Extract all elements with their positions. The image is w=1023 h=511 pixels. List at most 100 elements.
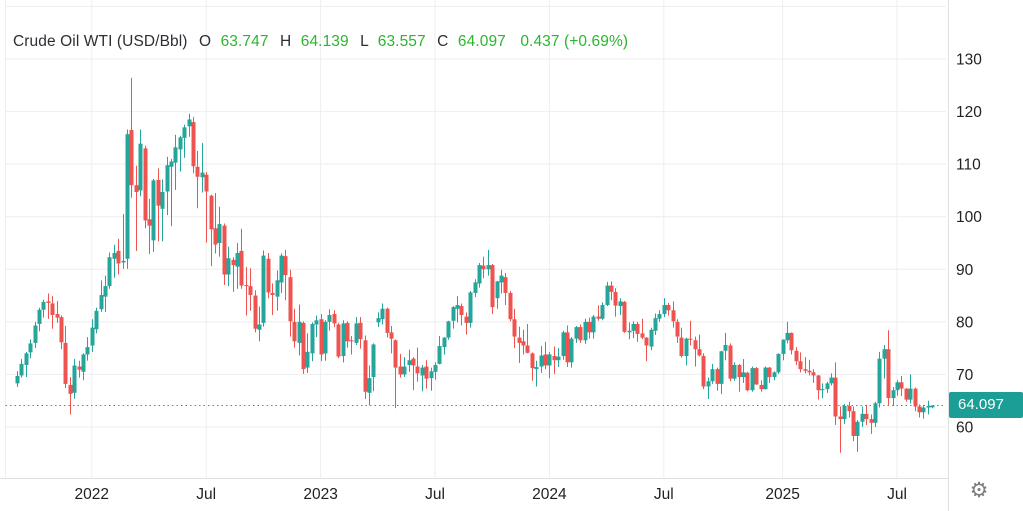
candle-body <box>710 369 715 382</box>
candle-up <box>473 279 478 298</box>
candle-body <box>363 340 368 392</box>
candle-down <box>209 194 214 267</box>
candle-body <box>627 330 632 333</box>
candle-body <box>530 353 535 369</box>
candle-down <box>640 318 645 340</box>
candle-up <box>151 178 156 252</box>
candle-down <box>59 315 64 350</box>
candle-up <box>380 303 385 325</box>
candle-down <box>464 312 469 335</box>
candle-body <box>486 265 491 270</box>
candle-up <box>354 317 359 345</box>
candle-body <box>609 285 614 292</box>
candle-body <box>72 365 77 393</box>
candle-up <box>433 362 438 380</box>
candle-down <box>363 335 368 400</box>
candle-up <box>451 306 456 329</box>
candle-up <box>257 306 262 342</box>
candle-down <box>635 321 640 342</box>
candle-up <box>37 307 42 332</box>
candle-body <box>310 323 315 354</box>
candle-up <box>85 337 90 361</box>
candle-down <box>609 281 614 301</box>
candle-body <box>451 307 456 321</box>
candle-body <box>565 332 570 363</box>
candle-up <box>772 371 777 381</box>
candle-body <box>327 315 332 322</box>
candle-down <box>147 198 152 255</box>
candle-body <box>882 349 887 359</box>
candle-body <box>37 309 42 324</box>
candle-up <box>547 351 552 379</box>
candle-body <box>151 180 156 241</box>
candle-body <box>517 337 522 343</box>
candle-body <box>899 382 904 389</box>
candle-up <box>297 304 302 356</box>
candle-body <box>191 122 196 167</box>
candle-down <box>666 302 671 316</box>
candle-body <box>429 371 434 379</box>
candle-down <box>565 325 570 368</box>
candle-up <box>103 275 108 312</box>
candle-body <box>798 361 803 370</box>
candle-body <box>495 281 500 299</box>
candle-up <box>741 359 746 383</box>
candle-down <box>671 301 676 328</box>
candle-up <box>429 367 434 391</box>
candle-up <box>442 337 447 355</box>
candle-body <box>855 421 860 436</box>
candle-body <box>644 337 649 346</box>
candle-up <box>908 374 913 404</box>
candle-down <box>283 249 288 301</box>
settings-gear-icon[interactable]: ⚙ <box>969 479 989 502</box>
candle-body <box>653 318 658 331</box>
candle-down <box>913 387 918 412</box>
candle-body <box>921 407 926 413</box>
candle-body <box>759 384 764 390</box>
candle-body <box>99 295 104 310</box>
candle-body <box>666 305 671 311</box>
candle-up <box>860 406 865 427</box>
candle-up <box>279 253 284 293</box>
candle-up <box>719 350 724 394</box>
candle-body <box>393 340 398 368</box>
candle-body <box>671 310 676 322</box>
candle-down <box>552 346 557 374</box>
candle-down <box>693 336 698 367</box>
candle-down <box>833 362 838 425</box>
candle-body <box>657 313 662 319</box>
candle-down <box>424 360 429 389</box>
candle-down <box>292 308 297 348</box>
candle-body <box>477 265 482 284</box>
candle-up <box>895 380 900 396</box>
candle-body <box>596 316 601 319</box>
candle-body <box>459 306 464 316</box>
candle-body <box>816 375 821 391</box>
candle-body <box>19 363 24 376</box>
candle-up <box>653 313 658 335</box>
candle-body <box>116 250 121 264</box>
candle-body <box>121 260 126 263</box>
candle-body <box>415 366 420 374</box>
y-axis-label: 80 <box>956 314 974 331</box>
candle-up <box>327 309 332 331</box>
candle-down <box>803 357 808 374</box>
candle-body <box>578 327 583 341</box>
candle-body <box>763 367 768 390</box>
candle-body <box>156 179 161 206</box>
candle-up <box>785 321 790 344</box>
candle-up <box>173 134 178 190</box>
candle-body <box>385 308 390 333</box>
x-axis-label: Jul <box>425 486 445 503</box>
candle-down <box>389 326 394 354</box>
candle-up <box>407 349 412 372</box>
candle-up <box>763 366 768 390</box>
candle-up <box>138 129 143 197</box>
candle-body <box>767 367 772 378</box>
candle-body <box>380 308 385 320</box>
candle-up <box>561 330 566 360</box>
candle-body <box>913 388 918 407</box>
candle-up <box>178 135 183 172</box>
candle-down <box>864 404 869 425</box>
